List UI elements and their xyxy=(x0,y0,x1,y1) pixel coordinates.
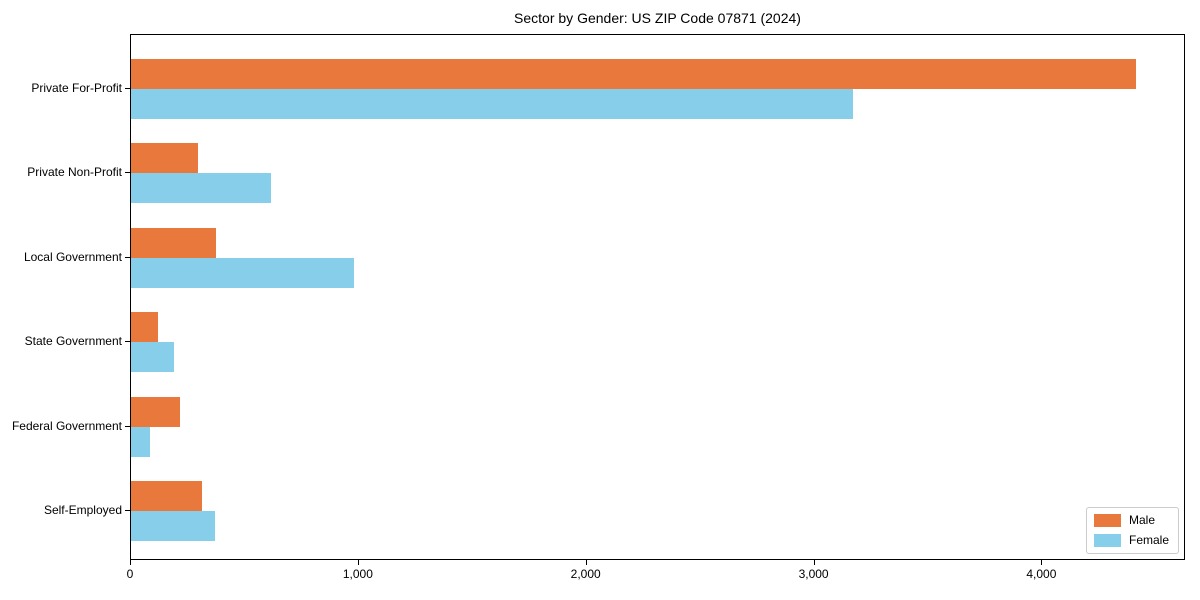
plot-area: Male Female xyxy=(130,34,1185,560)
bar-female-local-government xyxy=(131,257,355,288)
y-tick xyxy=(125,510,130,511)
bar-male-federal-government xyxy=(131,396,180,427)
bar-female-federal-government xyxy=(131,426,151,457)
x-tick xyxy=(585,560,587,565)
bar-female-state-government xyxy=(131,342,175,373)
bar-female-private-for-profit xyxy=(131,89,854,119)
x-axis-label-0: 0 xyxy=(126,567,134,581)
legend-female-swatch xyxy=(1093,534,1121,547)
legend-item-female: Female xyxy=(1093,533,1169,547)
chart-title: Sector by Gender: US ZIP Code 07871 (202… xyxy=(514,10,801,26)
bar-male-private-for-profit xyxy=(131,59,1136,89)
legend: Male Female xyxy=(1085,507,1179,554)
bar-male-local-government xyxy=(131,227,217,258)
y-tick xyxy=(125,425,130,427)
legend-male-label: Male xyxy=(1128,513,1155,527)
y-axis-label-federal-government: Federal Government xyxy=(11,418,122,433)
y-axis-label-private-for-profit: Private For-Profit xyxy=(31,81,122,95)
x-axis-label-2000: 2,000 xyxy=(570,567,601,581)
bar-female-private-non-profit xyxy=(131,173,272,204)
bar-female-self-employed xyxy=(131,511,216,541)
x-tick xyxy=(813,560,815,565)
x-tick xyxy=(1041,560,1043,565)
legend-male-swatch xyxy=(1093,514,1121,527)
bar-male-self-employed xyxy=(131,481,202,511)
y-tick xyxy=(125,341,130,343)
y-axis-label-private-non-profit: Private Non-Profit xyxy=(27,165,122,180)
y-axis-label-local-government: Local Government xyxy=(23,249,122,264)
y-tick xyxy=(125,172,130,174)
bar-male-private-non-profit xyxy=(131,143,199,174)
x-axis-label-4000: 4,000 xyxy=(1026,567,1057,581)
x-axis-label-1000: 1,000 xyxy=(342,567,373,581)
y-axis-label-self-employed: Self-Employed xyxy=(43,503,122,517)
x-tick xyxy=(357,560,359,565)
x-tick xyxy=(130,560,131,565)
y-tick xyxy=(125,88,130,89)
y-axis-label-state-government: State Government xyxy=(24,334,122,349)
legend-item-male: Male xyxy=(1093,513,1169,527)
y-tick xyxy=(125,256,130,258)
legend-female-label: Female xyxy=(1128,533,1169,547)
x-axis-label-3000: 3,000 xyxy=(798,567,829,581)
bar-male-state-government xyxy=(131,312,159,343)
